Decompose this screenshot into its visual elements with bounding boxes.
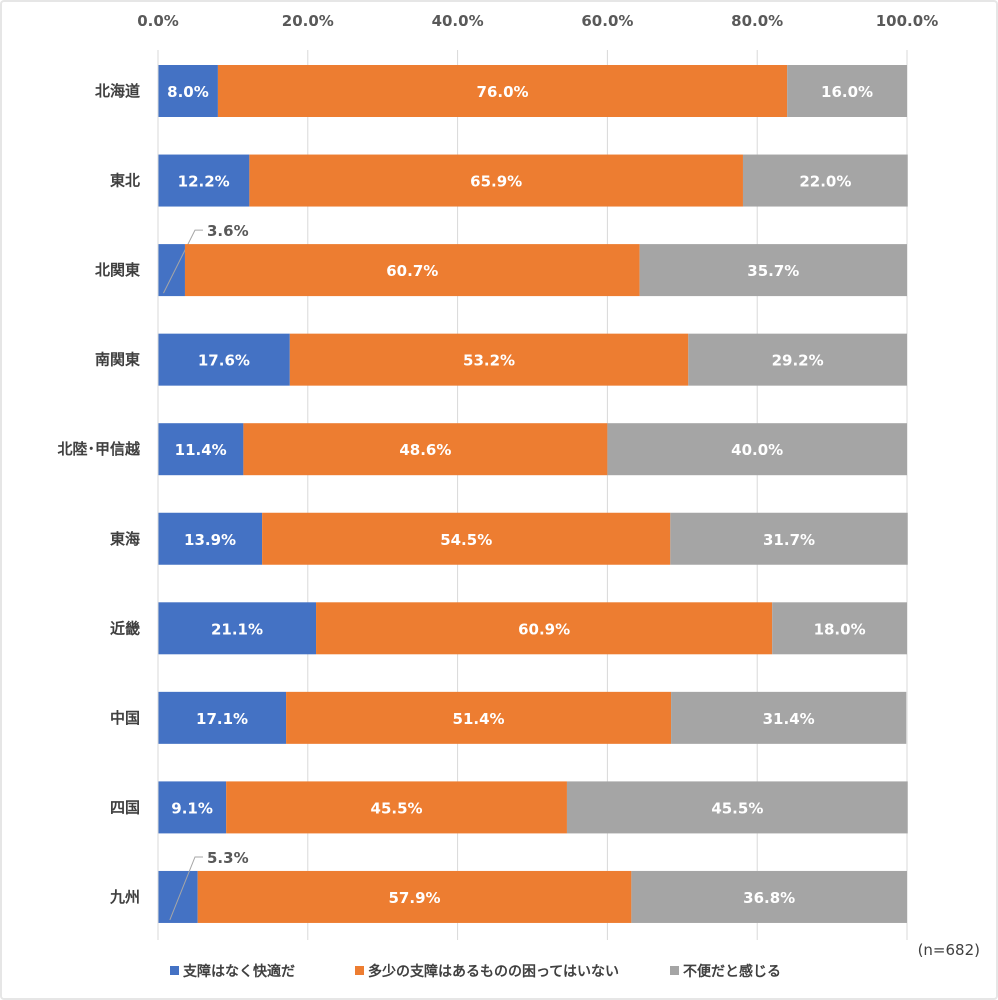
bar-segment bbox=[158, 423, 244, 476]
data-label: 40.0% bbox=[731, 441, 783, 459]
x-tick-label: 40.0% bbox=[432, 12, 484, 30]
bar-segment bbox=[158, 602, 317, 655]
bar-segment bbox=[226, 781, 567, 834]
data-label: 51.4% bbox=[453, 710, 505, 728]
data-label: 12.2% bbox=[178, 173, 230, 191]
bar-segment bbox=[158, 65, 218, 117]
category-label: 四国 bbox=[110, 798, 140, 816]
bar-segment bbox=[158, 333, 290, 386]
data-label: 35.7% bbox=[747, 262, 799, 280]
bar-segment bbox=[158, 691, 287, 744]
bar-segment bbox=[158, 512, 263, 565]
x-tick-label: 100.0% bbox=[876, 12, 938, 30]
bar-segment bbox=[566, 781, 908, 834]
bar-segment bbox=[243, 423, 608, 476]
data-label: 11.4% bbox=[175, 441, 227, 459]
bar-segment bbox=[316, 602, 773, 655]
bar-segment bbox=[158, 870, 198, 923]
legend-swatch bbox=[670, 966, 679, 975]
bar-segment bbox=[639, 244, 907, 297]
data-label: 45.5% bbox=[711, 799, 763, 817]
data-label: 45.5% bbox=[371, 799, 423, 817]
data-label: 48.6% bbox=[399, 441, 451, 459]
bar-segment bbox=[631, 870, 907, 923]
x-tick-label: 0.0% bbox=[137, 12, 179, 30]
sample-size-note: (n=682) bbox=[918, 941, 980, 959]
category-label: 九州 bbox=[109, 888, 140, 906]
data-label: 17.1% bbox=[196, 710, 248, 728]
data-label: 36.8% bbox=[743, 889, 795, 907]
category-label: 北陸･甲信越 bbox=[57, 440, 141, 458]
data-label: 21.1% bbox=[211, 620, 263, 638]
legend-label: 多少の支障はあるものの困ってはいない bbox=[368, 963, 619, 980]
data-label: 65.9% bbox=[470, 173, 522, 191]
bar-segment bbox=[249, 154, 743, 207]
legend-swatch bbox=[170, 966, 179, 975]
bar-segment bbox=[184, 244, 640, 297]
category-label: 東北 bbox=[110, 172, 140, 190]
data-label: 29.2% bbox=[772, 352, 824, 370]
data-label: 31.7% bbox=[763, 531, 815, 549]
legend-swatch bbox=[355, 966, 364, 975]
bar-segment bbox=[607, 423, 907, 476]
data-label: 76.0% bbox=[477, 83, 529, 101]
data-label: 5.3% bbox=[207, 849, 249, 867]
leader-line bbox=[169, 856, 203, 921]
bar-segment bbox=[262, 512, 671, 565]
legend-label: 支障はなく快適だ bbox=[182, 963, 295, 980]
data-label: 60.7% bbox=[386, 262, 438, 280]
data-label: 53.2% bbox=[463, 352, 515, 370]
legend-label: 不便だと感じる bbox=[683, 963, 781, 980]
bar-segment bbox=[158, 154, 250, 207]
data-label: 57.9% bbox=[389, 889, 441, 907]
category-label: 北関東 bbox=[95, 261, 140, 279]
data-label: 31.4% bbox=[763, 710, 815, 728]
data-label: 60.9% bbox=[518, 620, 570, 638]
category-label: 中国 bbox=[110, 709, 140, 727]
bar-segment bbox=[197, 870, 632, 923]
bar-segment bbox=[772, 602, 907, 655]
bar-segment bbox=[742, 154, 908, 207]
bar-segment bbox=[787, 65, 907, 117]
data-label: 9.1% bbox=[171, 799, 213, 817]
data-label: 22.0% bbox=[799, 173, 851, 191]
data-label: 13.9% bbox=[184, 531, 236, 549]
data-label: 18.0% bbox=[814, 620, 866, 638]
bar-segment bbox=[671, 691, 907, 744]
category-label: 東海 bbox=[110, 530, 140, 548]
leader-line bbox=[163, 229, 203, 294]
data-label: 54.5% bbox=[440, 531, 492, 549]
bar-segment bbox=[688, 333, 907, 386]
category-label: 近畿 bbox=[110, 619, 140, 637]
x-tick-label: 80.0% bbox=[731, 12, 783, 30]
category-label: 南関東 bbox=[95, 351, 140, 369]
bar-segment bbox=[158, 781, 227, 834]
bar-segment bbox=[158, 244, 185, 297]
data-label: 3.6% bbox=[207, 222, 249, 240]
category-label: 北海道 bbox=[95, 82, 140, 100]
bar-segment bbox=[289, 333, 689, 386]
bar-segment bbox=[217, 65, 788, 117]
bar-segment bbox=[670, 512, 908, 565]
data-label: 8.0% bbox=[167, 83, 209, 101]
data-label: 16.0% bbox=[821, 83, 873, 101]
x-tick-label: 20.0% bbox=[282, 12, 334, 30]
x-tick-label: 60.0% bbox=[581, 12, 633, 30]
data-label: 17.6% bbox=[198, 352, 250, 370]
bar-segment bbox=[286, 691, 672, 744]
